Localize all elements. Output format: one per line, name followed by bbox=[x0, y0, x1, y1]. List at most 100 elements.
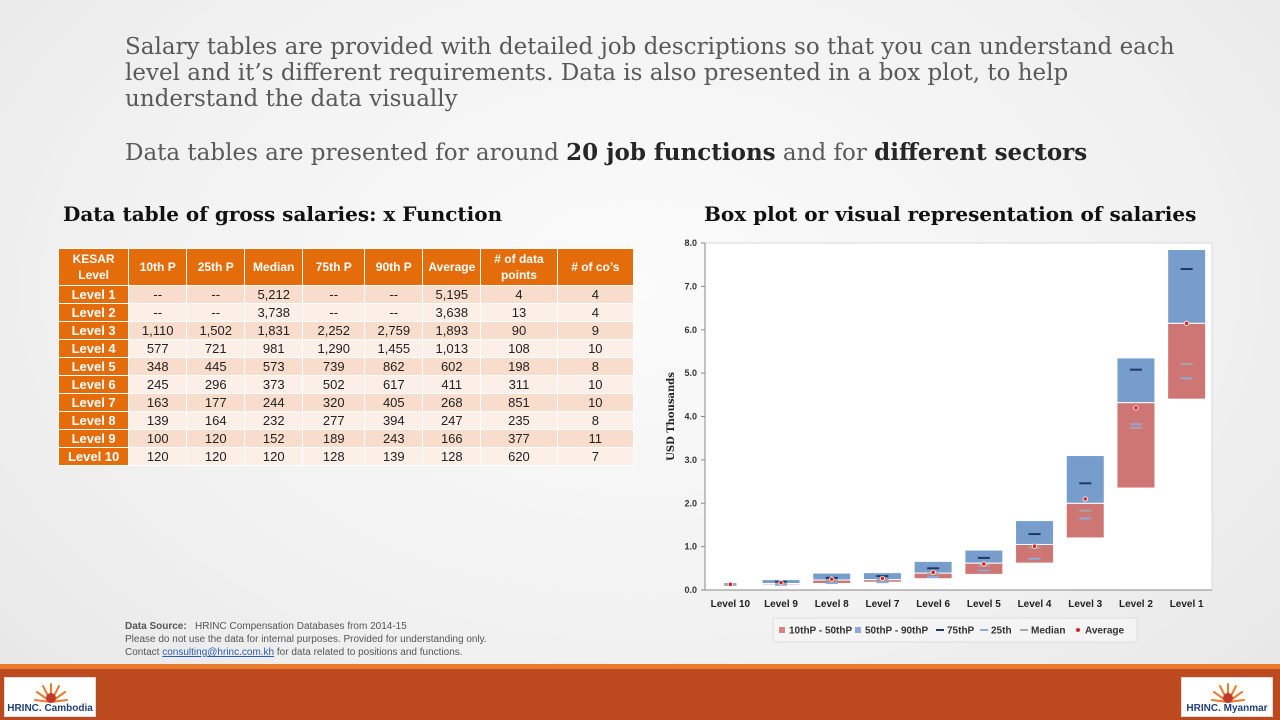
table-cell: 577 bbox=[128, 339, 188, 358]
y-tick-label: 8.0 bbox=[684, 238, 697, 248]
table-row-level: Level 10 bbox=[57, 447, 130, 466]
table-cell: 8 bbox=[556, 411, 635, 430]
y-axis-label: USD Thousands bbox=[666, 372, 677, 461]
table-cell: 5,195 bbox=[422, 285, 482, 304]
table-row: Level 7 163 177 244 320 405 268 851 10 bbox=[57, 393, 635, 412]
intro-p2-mid: and for bbox=[775, 140, 875, 166]
y-tick-label: 0.0 bbox=[684, 585, 697, 595]
table-cell: 1,893 bbox=[422, 321, 482, 340]
table-cell: 244 bbox=[244, 393, 304, 412]
table-cell: 277 bbox=[302, 411, 366, 430]
table-row-level: Level 9 bbox=[57, 429, 130, 448]
table-cell: 1,502 bbox=[186, 321, 246, 340]
table-cell: 245 bbox=[128, 375, 188, 394]
source-text: HRINC Compensation Databases from 2014-1… bbox=[195, 621, 407, 632]
table-cell: 502 bbox=[302, 375, 366, 394]
marker-average bbox=[829, 576, 835, 582]
y-tick-label: 6.0 bbox=[684, 325, 697, 335]
table-title: Data table of gross salaries: x Function bbox=[63, 202, 503, 226]
header-90th: 90th P bbox=[364, 248, 424, 286]
table-cell: -- bbox=[364, 303, 424, 322]
table-cell: -- bbox=[364, 285, 424, 304]
table-cell: 4 bbox=[480, 285, 558, 304]
table-cell: 139 bbox=[128, 411, 188, 430]
table-cell: 235 bbox=[480, 411, 558, 430]
logo-left-text: HRINC. Cambodia bbox=[7, 703, 93, 714]
legend-label: Average bbox=[1085, 626, 1125, 637]
source-line-1: Data Source: HRINC Compensation Database… bbox=[125, 620, 487, 633]
header-10th: 10th P bbox=[128, 248, 188, 286]
table-cell: 394 bbox=[364, 411, 424, 430]
header-data-points: # of data points bbox=[480, 248, 558, 286]
y-tick-label: 1.0 bbox=[684, 542, 697, 552]
table-row-level: Level 5 bbox=[57, 357, 130, 376]
table-cell: 108 bbox=[480, 339, 558, 358]
x-tick-label: Level 6 bbox=[916, 599, 950, 610]
box-upper-50th-90th bbox=[1167, 249, 1207, 324]
table-cell: 1,831 bbox=[244, 321, 304, 340]
table-cell: 166 bbox=[422, 429, 482, 448]
contact-email-link[interactable]: consulting@hrinc.com.kh bbox=[162, 647, 275, 658]
legend-label: 75thP bbox=[947, 626, 975, 637]
legend-swatch bbox=[1076, 628, 1080, 632]
x-tick-label: Level 7 bbox=[865, 599, 899, 610]
hrinc-myanmar-logo: HRINC. Myanmar bbox=[1181, 677, 1273, 717]
x-tick-label: Level 1 bbox=[1170, 599, 1204, 610]
chart-title: Box plot or visual representation of sal… bbox=[704, 202, 1197, 226]
marker-average bbox=[879, 575, 886, 581]
table-row: Level 1 -- -- 5,212 -- -- 5,195 4 4 bbox=[57, 285, 635, 304]
marker-average bbox=[1184, 320, 1190, 326]
table-cell: 373 bbox=[244, 375, 304, 394]
table-cell: 11 bbox=[556, 429, 635, 448]
footer-accent-bar bbox=[0, 664, 1280, 669]
table-cell: -- bbox=[128, 303, 188, 322]
sunburst-logo-icon bbox=[34, 683, 68, 703]
table-cell: 8 bbox=[556, 357, 635, 376]
table-cell: 4 bbox=[556, 303, 635, 322]
y-tick-label: 3.0 bbox=[684, 455, 697, 465]
table-cell: -- bbox=[128, 285, 188, 304]
table-cell: 320 bbox=[302, 393, 366, 412]
table-cell: 1,455 bbox=[364, 339, 424, 358]
table-cell: 152 bbox=[244, 429, 304, 448]
table-row: Level 8 139 164 232 277 394 247 235 8 bbox=[57, 411, 635, 430]
table-cell: 128 bbox=[302, 447, 366, 466]
source-line-2: Please do not use the data for internal … bbox=[125, 634, 487, 645]
hrinc-cambodia-logo: HRINC. Cambodia bbox=[4, 677, 96, 717]
box-upper-50th-90th bbox=[1015, 520, 1055, 545]
box-lower-10th-50th bbox=[1116, 402, 1156, 489]
legend-swatch bbox=[779, 627, 785, 633]
x-tick-label: Level 3 bbox=[1068, 599, 1102, 610]
table-cell: 721 bbox=[186, 339, 246, 358]
data-source: Data Source: HRINC Compensation Database… bbox=[125, 620, 487, 659]
table-cell: 10 bbox=[556, 375, 635, 394]
table-row: Level 2 -- -- 3,738 -- -- 3,638 13 4 bbox=[57, 303, 635, 322]
marker-average bbox=[778, 580, 784, 586]
source-contact-suffix: for data related to positions and functi… bbox=[274, 647, 463, 658]
box-upper-50th-90th bbox=[1065, 455, 1105, 504]
logo-right-text: HRINC. Myanmar bbox=[1186, 703, 1268, 714]
table-cell: 120 bbox=[244, 447, 304, 466]
intro-paragraph-2: Data tables are presented for around 20 … bbox=[125, 139, 1205, 167]
header-companies: # of co’s bbox=[556, 248, 635, 286]
legend-label: 25th bbox=[991, 626, 1012, 637]
table-row-level: Level 1 bbox=[57, 285, 130, 304]
table-cell: 247 bbox=[422, 411, 482, 430]
intro-p2-bold-functions: 20 job functions bbox=[566, 139, 776, 166]
legend-label: 10thP - 50thP bbox=[789, 626, 852, 637]
table-cell: 981 bbox=[244, 339, 304, 358]
x-tick-label: Level 4 bbox=[1018, 599, 1052, 610]
header-median: Median bbox=[244, 248, 304, 286]
table-cell: 411 bbox=[422, 375, 482, 394]
table-cell: 120 bbox=[128, 447, 188, 466]
table-cell: 128 bbox=[422, 447, 482, 466]
box-upper-50th-90th bbox=[964, 549, 1004, 564]
table-cell: 620 bbox=[480, 447, 558, 466]
table-cell: 602 bbox=[422, 357, 482, 376]
table-header-row: KESAR Level 10th P 25th P Median 75th P … bbox=[57, 248, 635, 286]
intro-p2-prefix: Data tables are presented for around bbox=[125, 140, 567, 166]
legend-swatch bbox=[855, 627, 861, 633]
table-cell: 2,759 bbox=[364, 321, 424, 340]
box-lower-10th-50th bbox=[1167, 322, 1207, 400]
box-upper-50th-90th bbox=[1116, 357, 1156, 404]
